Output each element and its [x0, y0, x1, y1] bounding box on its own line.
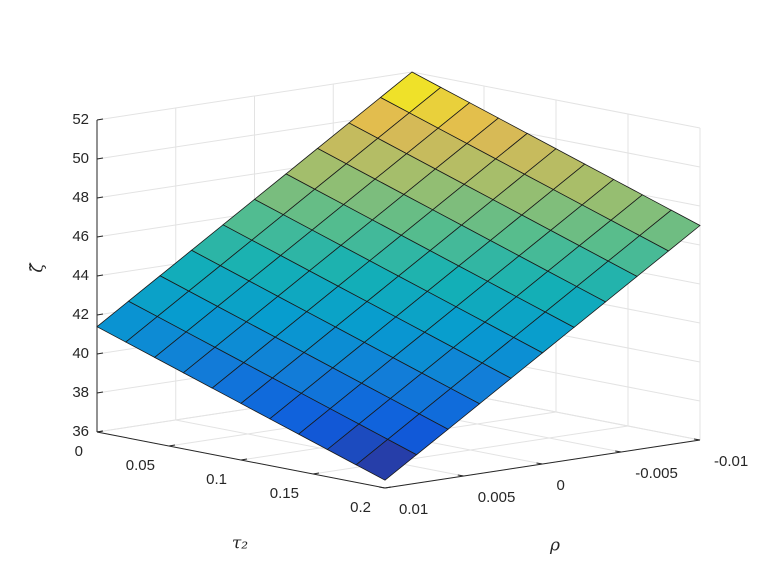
x-tick-label: 0.1	[206, 471, 227, 488]
tick-mark	[96, 235, 104, 238]
x-axis-label: τ₂	[232, 534, 248, 554]
z-tick-label: 38	[72, 384, 89, 401]
y-tick-label: -0.005	[635, 465, 678, 482]
tick-mark	[96, 196, 104, 199]
tick-mark	[96, 313, 104, 316]
y-tick-label: 0.01	[399, 501, 428, 518]
z-tick-label: 42	[72, 306, 89, 323]
x-tick-label: 0	[75, 443, 83, 460]
x-tick-label: 0.15	[270, 485, 299, 502]
tick-mark	[96, 157, 104, 160]
y-tick-label: 0	[557, 477, 565, 494]
tick-mark	[693, 438, 701, 441]
tick-mark	[384, 486, 392, 489]
tick-mark	[536, 462, 543, 465]
tick-mark	[96, 274, 104, 277]
tick-mark	[168, 444, 176, 447]
tick-mark	[240, 458, 248, 461]
z-tick-label: 44	[72, 267, 89, 284]
tick-mark	[378, 486, 386, 489]
tick-mark	[96, 430, 104, 433]
z-tick-label: 40	[72, 345, 89, 362]
surface-patch	[355, 438, 418, 481]
z-tick-label: 48	[72, 189, 89, 206]
z-tick-label: 46	[72, 228, 89, 245]
z-tick-label: 36	[72, 423, 89, 440]
tick-mark	[96, 391, 104, 394]
y-tick-label: 0.005	[478, 489, 516, 506]
y-axis-label: ρ	[549, 536, 560, 556]
tick-mark	[312, 472, 320, 475]
tick-mark	[457, 474, 464, 477]
z-tick-label: 50	[72, 150, 89, 167]
tick-mark	[96, 118, 104, 121]
z-tick-label: 52	[72, 111, 89, 128]
x-tick-label: 0.05	[126, 457, 155, 474]
tick-mark	[96, 352, 104, 355]
x-tick-label: 0.2	[350, 499, 371, 516]
tick-mark	[615, 450, 622, 453]
y-tick-label: -0.01	[714, 453, 748, 470]
z-axis-label: ζ̃	[28, 262, 48, 273]
